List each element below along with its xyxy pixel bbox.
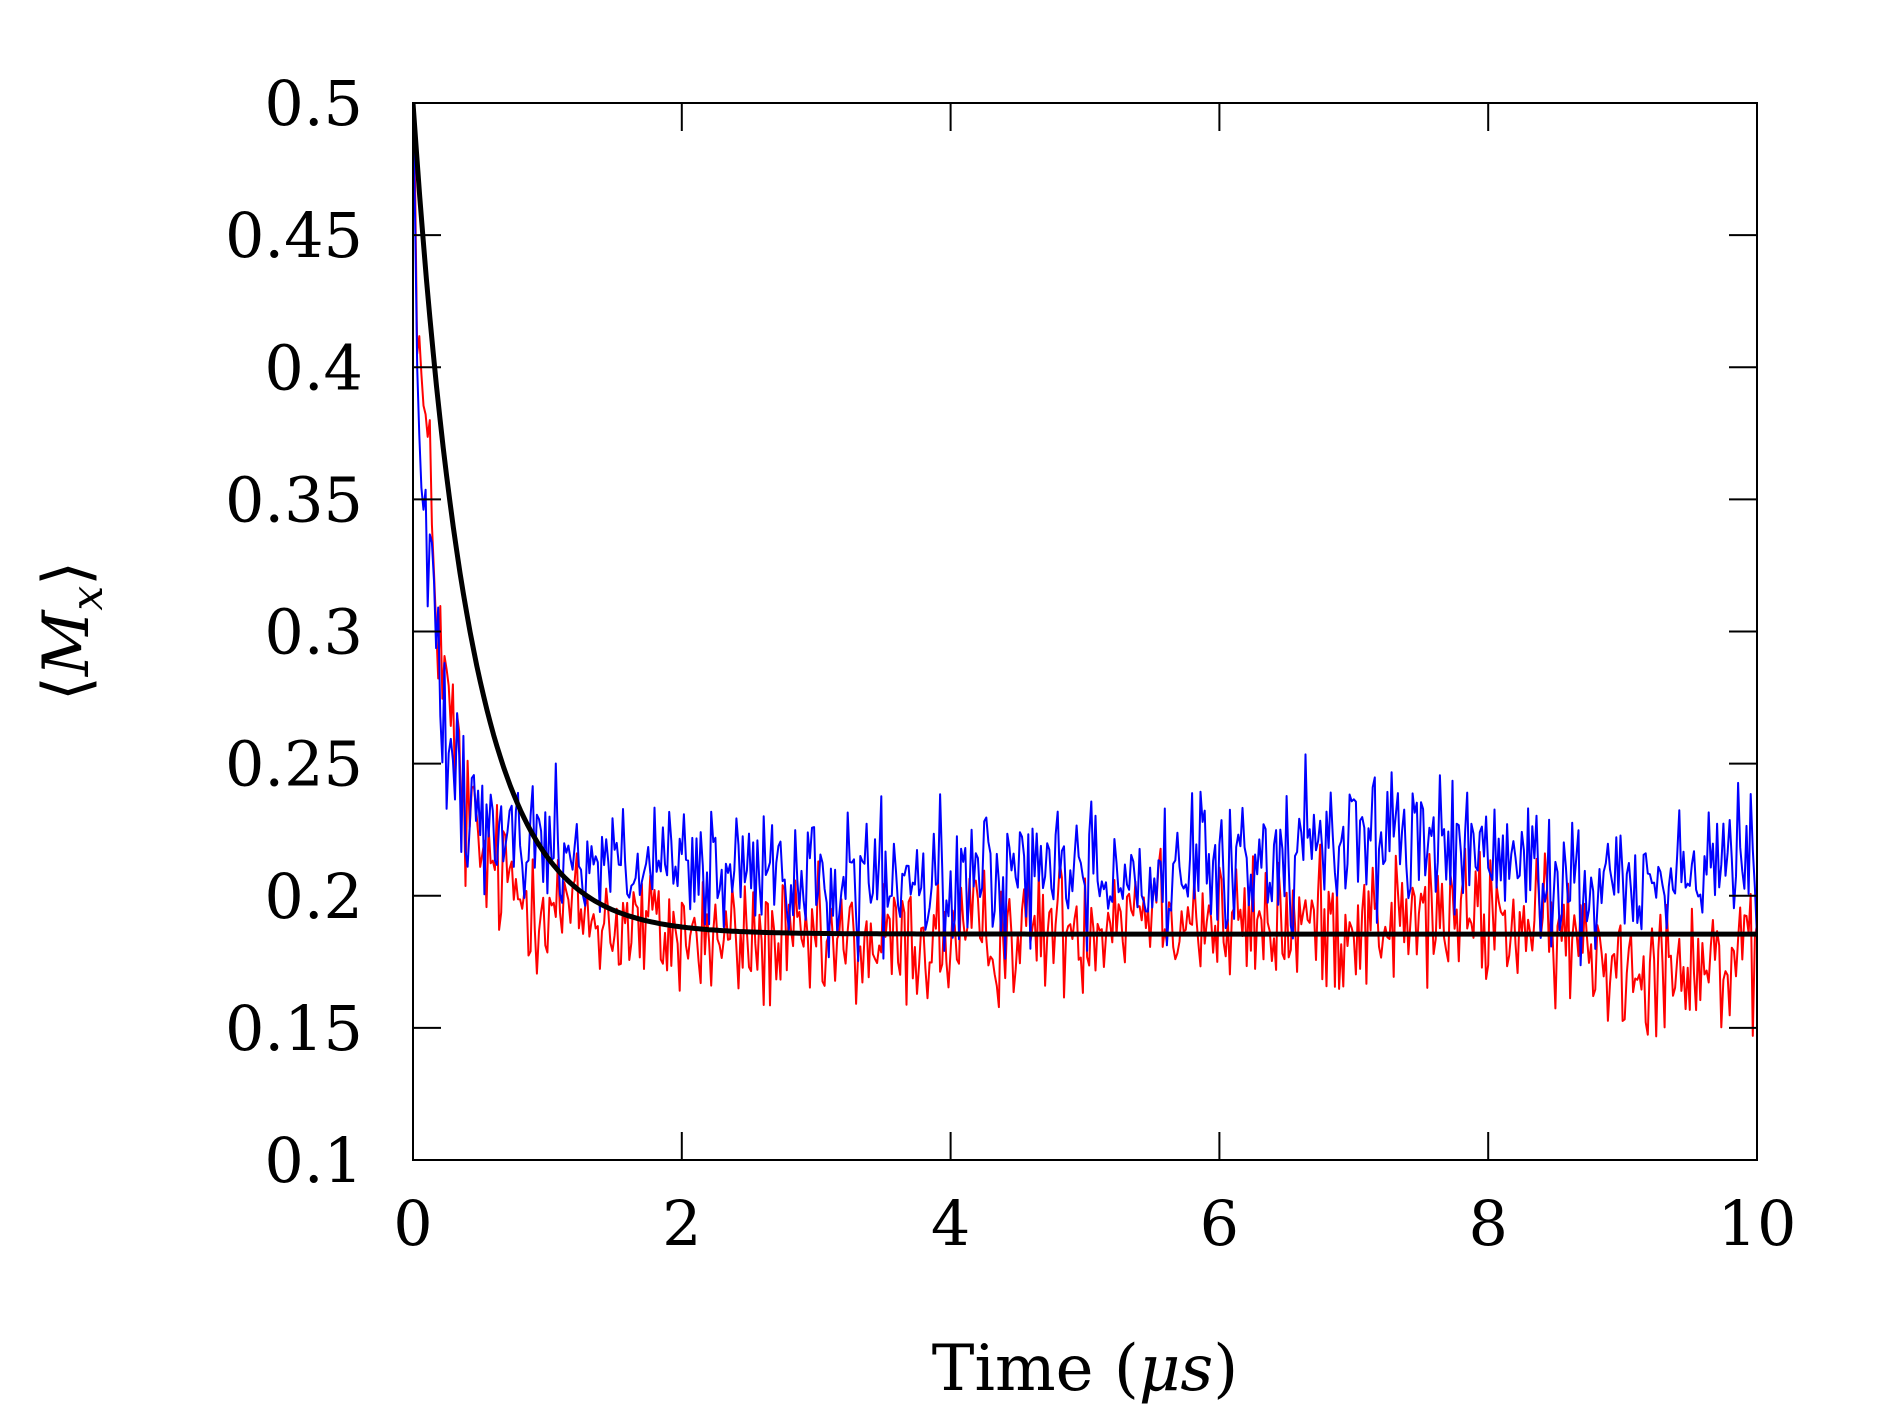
tick-layer [412,102,1758,1161]
y-tick-label: 0.1 [264,1124,363,1197]
y-tick-label: 0.2 [264,860,363,933]
series-line-black-fit [413,103,1757,937]
y-tick-label: 0.15 [225,992,363,1065]
series-layer [413,103,1757,1038]
y-tick-label: 0.4 [264,331,363,404]
y-tick-label: 0.45 [225,199,363,272]
y-tick-label: 0.5 [264,67,363,140]
y-tick-label: 0.25 [225,728,363,801]
y-tick-label: 0.3 [264,596,363,669]
series-line-blue [413,103,1757,967]
x-tick-label: 10 [1718,1187,1797,1260]
label-layer: 0 2 4 6 8 10 0.1 0.15 0.2 0.25 0.3 0.35 0.4 0.45 0.5 [225,67,1797,1260]
x-tick-label: 2 [662,1187,701,1260]
series-line-red [413,103,1757,1038]
y-tick-label: 0.35 [225,463,363,536]
x-tick-label: 6 [1200,1187,1239,1260]
x-tick-label: 4 [931,1187,970,1260]
y-axis-title: ⟨Mx⟩ [30,561,113,701]
x-axis-title: Time (μs) [932,1332,1238,1406]
x-tick-label: 8 [1468,1187,1507,1260]
x-tick-label: 0 [393,1187,432,1260]
